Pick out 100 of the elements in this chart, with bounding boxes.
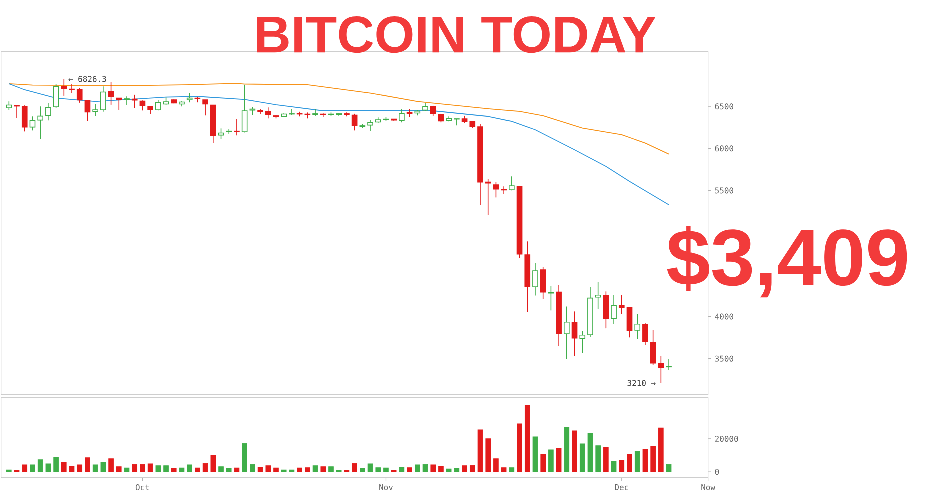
candlestick: [532, 262, 538, 296]
bar: [124, 468, 130, 472]
bar: [164, 466, 169, 472]
bar: [108, 458, 114, 472]
bar: [297, 468, 302, 472]
candlestick: [352, 114, 358, 132]
candlestick: [69, 84, 75, 94]
candlestick: [454, 118, 460, 126]
bar: [430, 464, 436, 472]
candlestick: [603, 291, 610, 329]
bar: [328, 466, 334, 472]
bar: [218, 466, 224, 472]
bar: [226, 468, 232, 472]
bar: [140, 464, 146, 472]
candlestick: [140, 100, 146, 112]
bar: [564, 426, 570, 472]
candlestick: [312, 108, 318, 116]
bar: [384, 468, 389, 472]
candlestick: [485, 178, 492, 216]
bar: [478, 430, 484, 472]
bar: [462, 466, 468, 472]
bar: [524, 405, 530, 472]
candlestick: [368, 120, 374, 132]
bar: [407, 468, 412, 472]
annotation: $3,409: [667, 226, 908, 298]
bar: [234, 468, 240, 472]
bar: [604, 447, 609, 472]
candlestick: [540, 266, 546, 300]
bar: [470, 465, 476, 472]
bar: [242, 443, 248, 472]
candlestick: [626, 307, 633, 338]
bar: [494, 458, 499, 472]
line-series: [8, 83, 670, 155]
bar: [30, 464, 36, 472]
bar: [210, 455, 216, 472]
bar: [274, 468, 279, 472]
candlestick: [289, 108, 295, 116]
bar: [250, 464, 256, 472]
candlestick: [116, 98, 122, 110]
candlestick: [501, 186, 507, 194]
bar: [368, 464, 374, 472]
bar: [415, 464, 420, 472]
candlestick: [14, 105, 20, 119]
candlestick: [618, 294, 625, 314]
bar: [179, 468, 185, 472]
bar: [187, 464, 192, 472]
bar: [202, 463, 208, 472]
bar: [650, 446, 656, 472]
bar: [438, 466, 444, 472]
bar: [588, 433, 594, 472]
candlestick: [666, 358, 672, 370]
bar: [580, 444, 586, 472]
candlestick: [595, 282, 602, 310]
candlestick: [38, 106, 44, 140]
candlestick: [84, 100, 91, 122]
chart-title: BITCOIN TODAY: [257, 16, 656, 54]
bar: [454, 468, 460, 472]
bar: [77, 464, 83, 472]
bar: [132, 464, 138, 472]
candlestick: [564, 306, 570, 360]
candlestick: [650, 330, 656, 366]
bar: [634, 451, 640, 472]
candlestick: [202, 100, 208, 116]
candlestick: [509, 176, 515, 192]
bar: [22, 464, 28, 472]
candlestick: [572, 311, 578, 356]
bar: [92, 464, 98, 472]
bar: [360, 468, 366, 472]
bar: [305, 468, 310, 472]
bar: [376, 468, 382, 472]
candlestick: [61, 78, 68, 96]
bar: [320, 466, 326, 472]
bar: [352, 463, 358, 472]
candlestick: [30, 116, 36, 132]
bar: [619, 460, 625, 472]
candlestick: [46, 102, 52, 122]
bar: [195, 468, 200, 472]
bar: [46, 464, 52, 472]
bar: [627, 454, 632, 472]
candlestick: [580, 330, 586, 354]
candlestick: [658, 356, 664, 384]
bar: [486, 438, 492, 472]
bar: [312, 466, 318, 472]
candlestick: [399, 108, 405, 123]
candlestick: [108, 82, 114, 106]
bar: [266, 466, 272, 472]
candlestick: [53, 84, 60, 109]
candlestick: [132, 94, 138, 109]
candlestick: [92, 104, 98, 116]
candlestick: [124, 96, 130, 106]
bar: [666, 464, 672, 472]
bar: [501, 468, 507, 472]
bar: [116, 466, 122, 472]
bar: [556, 448, 562, 472]
bar: [258, 467, 264, 472]
bar: [642, 449, 648, 472]
candlestick: [186, 92, 193, 103]
line-series: [8, 83, 670, 206]
bar: [148, 464, 154, 472]
candlestick: [22, 105, 28, 132]
